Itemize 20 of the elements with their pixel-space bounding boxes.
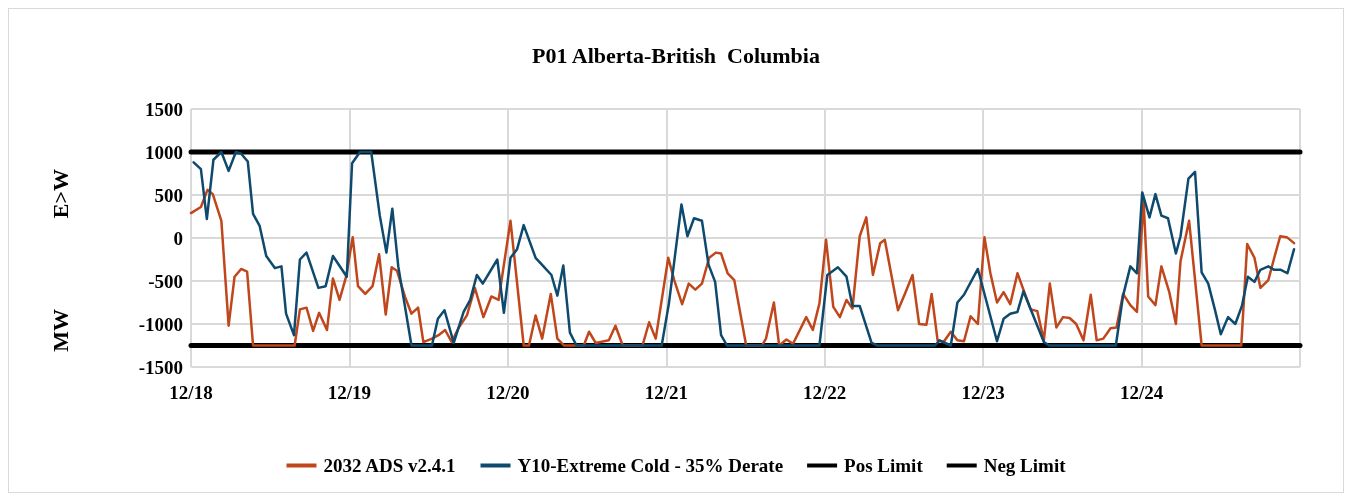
- y-tick-label: -1000: [138, 313, 183, 335]
- x-tick-label: 12/23: [961, 382, 1005, 403]
- legend-label: Neg Limit: [983, 455, 1067, 476]
- x-tick-label: 12/18: [169, 382, 213, 403]
- legend-label: Pos Limit: [844, 455, 924, 476]
- legend-label: Y10-Extreme Cold - 35% Derate: [517, 455, 784, 476]
- x-tick-label: 12/21: [644, 382, 688, 403]
- x-tick-label: 12/22: [803, 382, 847, 403]
- x-tick-label: 12/24: [1119, 382, 1164, 403]
- text: MW E>W: [47, 168, 73, 352]
- y-tick-label: 1500: [145, 98, 183, 120]
- x-tick-label: 12/20: [486, 382, 530, 403]
- x-tick-label: 12/19: [327, 382, 372, 403]
- y-tick-label: -1500: [138, 356, 183, 378]
- chart-title: P01 Alberta-British Columbia: [532, 42, 820, 68]
- y-tick-label: -500: [148, 270, 183, 292]
- y-tick-label: 500: [154, 184, 183, 206]
- y-tick-label: 0: [173, 227, 183, 249]
- legend-label: 2032 ADS v2.4.1: [323, 455, 456, 476]
- y-tick-label: 1000: [145, 141, 183, 163]
